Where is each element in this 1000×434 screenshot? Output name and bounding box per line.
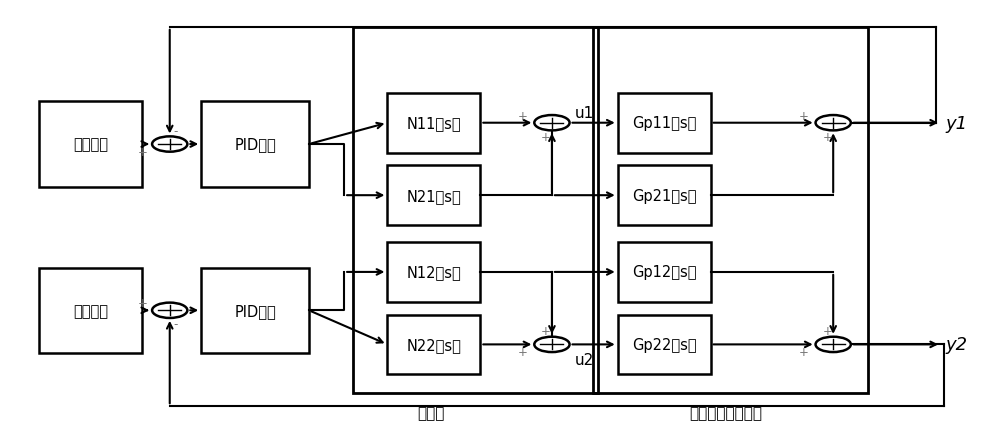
Text: 压力设定: 压力设定 (73, 303, 108, 318)
Bar (387, 94, 480, 153)
Bar (39, 102, 142, 187)
Text: Gp12（s）: Gp12（s） (632, 265, 696, 280)
Text: +: + (822, 131, 832, 144)
Bar (618, 315, 711, 375)
Text: N22（s）: N22（s） (406, 337, 461, 352)
Text: Gp21（s）: Gp21（s） (632, 188, 696, 203)
Text: -: - (173, 318, 178, 331)
Text: N21（s）: N21（s） (406, 188, 461, 203)
Text: +: + (137, 146, 147, 159)
Text: y1: y1 (946, 115, 968, 132)
Text: N11（s）: N11（s） (407, 116, 461, 131)
Bar (618, 166, 711, 226)
Text: +: + (541, 325, 551, 338)
Bar (618, 243, 711, 302)
Text: +: + (541, 131, 551, 144)
Circle shape (152, 303, 187, 318)
Text: 流量设定: 流量设定 (73, 137, 108, 152)
Text: +: + (137, 296, 147, 309)
Text: u2: u2 (574, 352, 594, 367)
Text: PID控制: PID控制 (234, 137, 276, 152)
Bar (39, 268, 142, 353)
Text: +: + (518, 110, 527, 123)
Text: u1: u1 (574, 105, 594, 120)
Text: Gp11（s）: Gp11（s） (632, 116, 696, 131)
Bar (201, 268, 309, 353)
Text: Gp22（s）: Gp22（s） (632, 337, 696, 352)
Text: PID控制: PID控制 (234, 303, 276, 318)
Bar (593, 28, 868, 394)
Text: 燃料电池空气系统: 燃料电池空气系统 (689, 405, 762, 420)
Circle shape (816, 337, 851, 352)
Circle shape (534, 337, 570, 352)
Bar (353, 28, 598, 394)
Text: +: + (799, 110, 809, 123)
Text: -: - (173, 125, 178, 138)
Circle shape (534, 116, 570, 131)
Text: y2: y2 (946, 335, 968, 354)
Circle shape (152, 137, 187, 152)
Bar (618, 94, 711, 153)
Bar (387, 315, 480, 375)
Bar (387, 243, 480, 302)
Text: +: + (799, 345, 809, 358)
Text: 解耦器: 解耦器 (418, 405, 445, 420)
Circle shape (816, 116, 851, 131)
Bar (387, 166, 480, 226)
Text: N12（s）: N12（s） (406, 265, 461, 280)
Text: +: + (822, 325, 832, 338)
Bar (201, 102, 309, 187)
Text: +: + (518, 345, 527, 358)
